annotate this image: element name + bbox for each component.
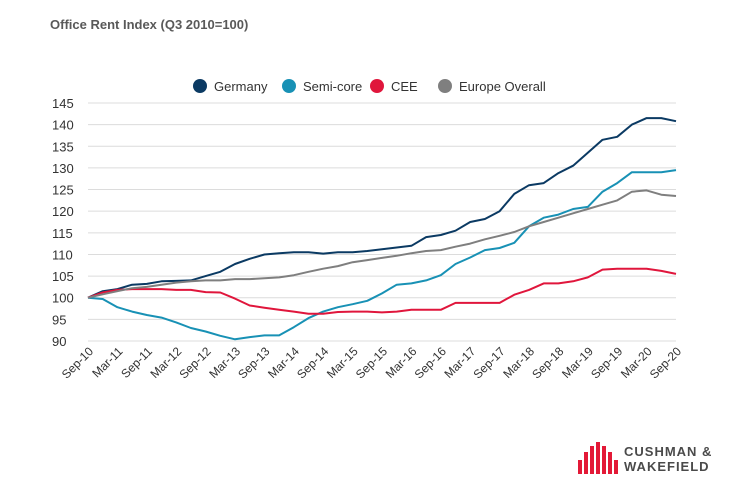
- x-tick-label: Sep-14: [294, 344, 331, 381]
- legend-label: Germany: [214, 79, 268, 94]
- x-tick-label: Sep-12: [176, 344, 213, 381]
- legend-label: Semi-core: [303, 79, 362, 94]
- legend-marker: [282, 79, 296, 93]
- x-tick-label: Sep-19: [588, 344, 625, 381]
- x-tick-label: Sep-17: [470, 344, 507, 381]
- legend: Germany Semi-core CEE Europe Overall: [193, 79, 546, 94]
- y-axis-ticks: 90 95 100 105 110 115 120 125 130 135 140 145: [52, 96, 74, 349]
- x-tick-label: Sep-16: [412, 344, 449, 381]
- y-tick-label: 120: [52, 204, 74, 219]
- x-tick-label: Sep-11: [118, 344, 155, 381]
- y-tick-label: 90: [52, 334, 66, 349]
- x-tick-label: Sep-13: [235, 344, 272, 381]
- legend-label: Europe Overall: [459, 79, 546, 94]
- y-tick-label: 135: [52, 139, 74, 154]
- series-line-germany: [87, 117, 677, 299]
- logo-mark-icon: [578, 442, 618, 474]
- cushman-wakefield-logo: CUSHMAN & WAKEFIELD: [578, 442, 738, 476]
- series-lines: [87, 117, 677, 341]
- x-tick-label: Sep-10: [59, 344, 96, 381]
- y-tick-label: 105: [52, 269, 74, 284]
- series-line-semi-core: [87, 169, 677, 341]
- y-tick-label: 110: [52, 247, 73, 262]
- y-tick-label: 145: [52, 96, 74, 111]
- chart-title: Office Rent Index (Q3 2010=100): [50, 17, 249, 32]
- legend-marker: [438, 79, 452, 93]
- x-tick-label: Mar-11: [89, 344, 125, 380]
- y-tick-label: 125: [52, 183, 74, 198]
- series-line-cee: [87, 267, 677, 315]
- series-line-europe-overall: [87, 189, 677, 299]
- legend-label: CEE: [391, 79, 418, 94]
- x-tick-label: Sep-20: [647, 344, 684, 381]
- legend-marker: [193, 79, 207, 93]
- y-tick-label: 100: [52, 291, 74, 306]
- y-tick-label: 140: [52, 118, 74, 133]
- y-tick-label: 115: [52, 226, 73, 241]
- y-tick-label: 130: [52, 161, 74, 176]
- logo-line-2: WAKEFIELD: [624, 459, 710, 474]
- legend-marker: [370, 79, 384, 93]
- logo-text: CUSHMAN & WAKEFIELD: [624, 444, 712, 474]
- grid: [88, 102, 676, 342]
- x-tick-label: Sep-18: [529, 344, 566, 381]
- y-tick-label: 95: [52, 312, 66, 327]
- x-axis-ticks: Sep-10Mar-11Sep-11Mar-12Sep-12Mar-13Sep-…: [59, 344, 684, 381]
- x-tick-label: Sep-15: [353, 344, 390, 381]
- logo-line-1: CUSHMAN &: [624, 444, 713, 459]
